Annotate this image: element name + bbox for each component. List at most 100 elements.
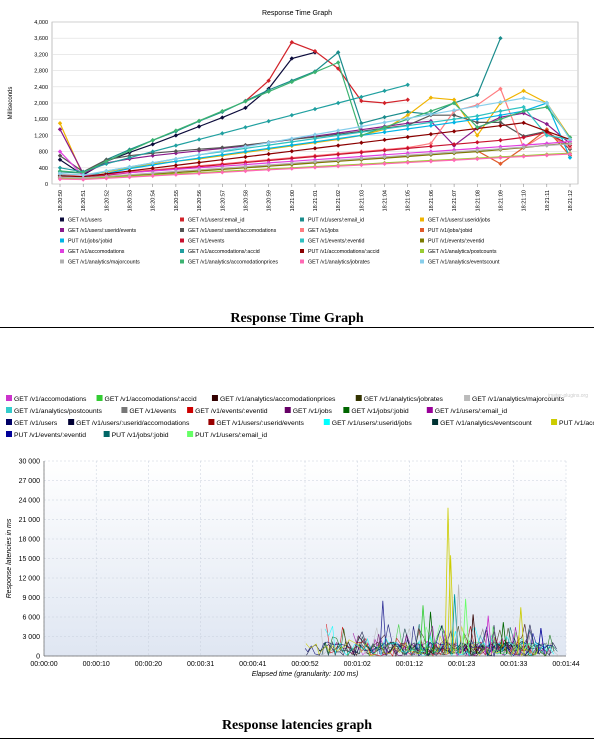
data-point [196,152,202,158]
legend-swatch [180,238,184,243]
data-point [57,171,63,176]
y-axis-label: Milliseconds [8,87,14,120]
data-point [382,88,387,94]
data-point [475,156,480,162]
data-point [382,129,387,135]
data-point [498,146,503,151]
legend-swatch [187,431,194,437]
legend-swatch [187,407,194,413]
latency-peak [484,615,493,655]
data-point [544,129,550,134]
data-point [359,124,364,129]
data-point [428,141,434,146]
latency-series-line [364,623,558,657]
x-tick-label: 18:21:04 [383,190,389,211]
data-point [359,129,364,135]
data-point [150,170,155,176]
series-line [245,41,408,104]
data-point [335,60,341,65]
data-point [57,121,63,126]
legend-entry: PUT /v1/jobs/:jobid [112,432,169,439]
x-tick-label: 18:20:57 [220,190,226,211]
x-tick-label: 00:00:00 [30,661,57,668]
legend-entry: PUT /v1/jobs/:jobid [428,228,472,234]
x-tick-label: 00:00:41 [239,661,266,668]
legend-entry: GET /v1/jobs [308,228,339,234]
y-tick-label: 12 000 [19,576,41,583]
data-point [405,116,410,121]
data-point [127,168,132,174]
x-tick-label: 00:00:10 [83,661,110,668]
data-point [475,148,480,153]
legend-entry: GET /v1/analytics/accomodationprices [188,260,278,266]
data-point [104,159,109,164]
data-point [150,138,155,143]
data-point [428,144,434,149]
data-point [335,128,341,133]
data-point [150,142,155,147]
legend-entry: GET /v1/users/:userid/accomodations [76,420,190,427]
data-point [428,95,434,100]
data-point [475,120,480,125]
data-point [57,127,63,132]
data-point [451,157,457,163]
legend-swatch [68,419,75,425]
legend-swatch [420,217,424,222]
x-tick-label: 18:20:50 [58,190,64,211]
legend-swatch [300,217,304,222]
x-tick-label: 18:20:52 [104,190,110,211]
legend-swatch [60,217,64,222]
data-point [382,114,387,120]
data-point [266,142,271,148]
data-point [382,161,387,166]
data-point [196,124,202,129]
data-point [266,119,271,124]
data-point [243,149,248,154]
data-point [428,131,434,137]
data-point [521,154,526,159]
legend-entry: GET /v1/analytics/jobrates [308,260,370,266]
data-point [544,121,550,127]
data-point [196,171,202,176]
data-point [405,134,410,140]
data-point [243,154,248,160]
x-tick-label: 18:20:58 [243,190,249,211]
x-tick-label: 18:20:56 [197,190,203,211]
legend-entry: GET /v1/analytics/majorcounts [472,396,565,403]
x-tick-label: 18:21:01 [313,190,319,211]
data-point [80,172,86,178]
legend-swatch [300,259,304,264]
data-point [359,150,364,155]
legend-entry: GET /v1/users/:userid/accomodations [188,228,277,234]
legend-swatch [180,249,184,253]
data-point [289,56,295,61]
response-time-graph: Response Time Graph 0 400 800 1,200 1,600 2,00… [0,0,594,305]
legend-swatch [464,395,471,401]
data-point [335,157,341,163]
data-point [220,131,225,136]
data-point [451,120,457,125]
data-point [405,146,410,151]
data-point [312,146,318,151]
data-point [57,165,63,170]
data-point [359,98,364,104]
data-point [498,112,503,118]
data-point [150,160,155,166]
x-tick-label: 00:00:52 [291,661,318,668]
data-point [382,100,387,106]
data-point [243,99,248,104]
data-point [335,152,341,157]
chart-title: Response Time Graph [262,10,332,17]
y-tick-label: 800 [39,150,48,156]
x-tick-label: 18:20:51 [81,190,87,211]
legend-entry: GET /v1/users/:userid/jobs [428,218,491,224]
data-point [405,153,410,158]
data-point [57,149,63,154]
latency-series-line [411,626,534,656]
data-point [335,133,341,138]
data-point [498,138,503,143]
legend-entry: GET /v1/users/:email_id [188,218,244,224]
legend-entry: GET /v1/analytics/postcounts [428,249,497,255]
data-point [405,109,410,115]
legend-swatch [343,407,350,413]
